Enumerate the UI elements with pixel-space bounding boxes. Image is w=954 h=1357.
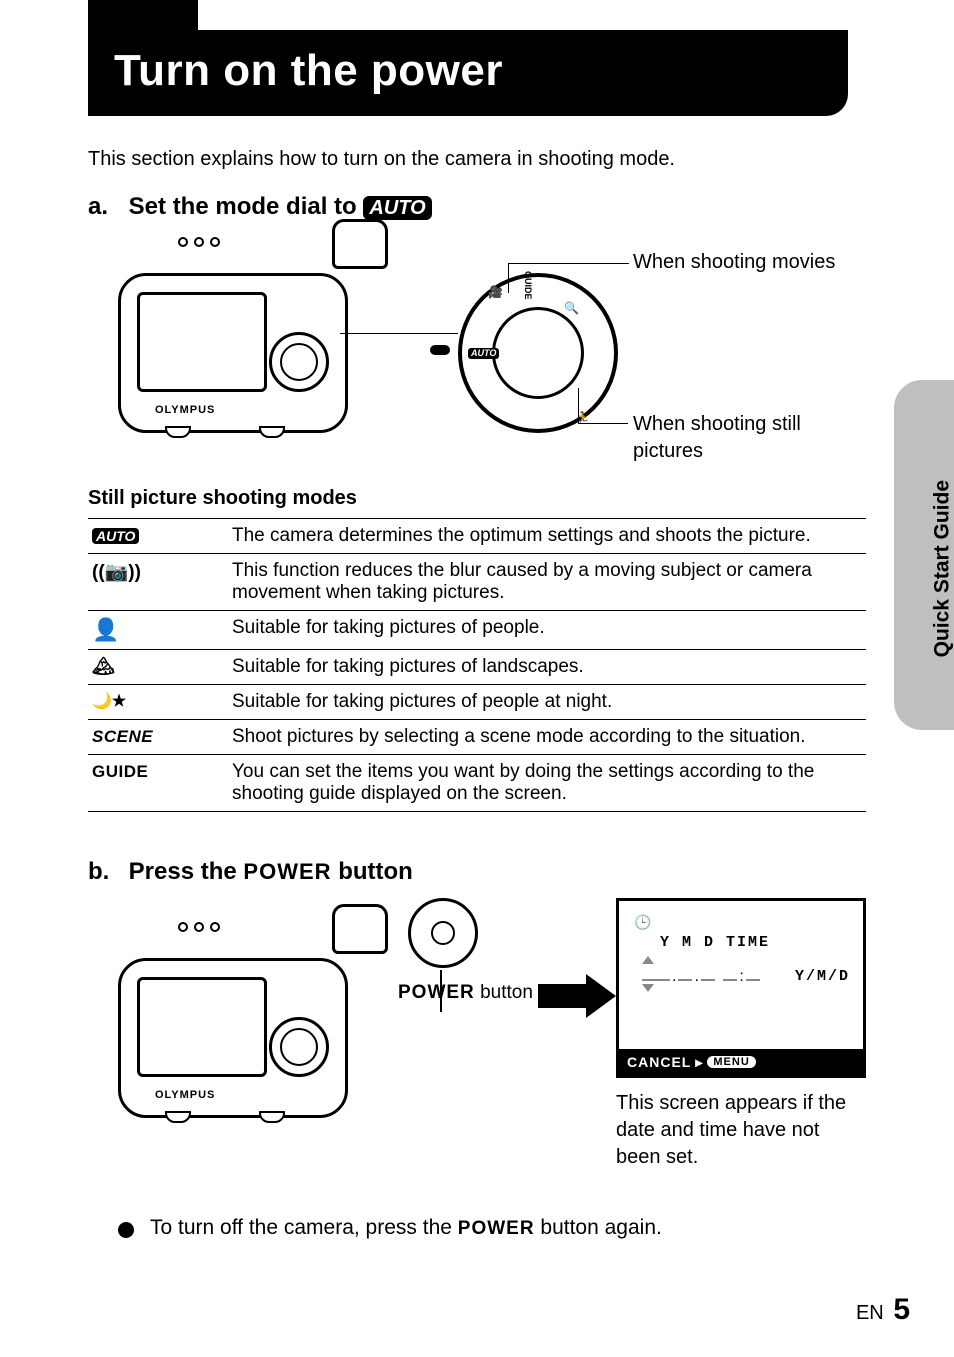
mode-desc: You can set the items you want by doing … xyxy=(228,755,866,812)
mode-icon-portrait: 👤 xyxy=(88,611,228,650)
mode-icon-stabilizer: ((📷)) xyxy=(88,554,228,611)
footer-page: 5 xyxy=(893,1293,910,1326)
clock-icon: 🕒 xyxy=(634,914,651,931)
power-button-figure: OLYMPUS POWER button 🕒 xyxy=(88,898,866,1208)
dial-guide-label: GUIDE xyxy=(523,271,533,300)
lcd-cancel-bar: CANCEL ▸ MENU xyxy=(619,1049,863,1075)
triangle-up-icon xyxy=(642,956,654,964)
lcd-caption: This screen appears if the date and time… xyxy=(616,1090,866,1171)
title-banner: Turn on the power xyxy=(0,0,954,120)
leader-line xyxy=(340,333,458,334)
mode-desc: Shoot pictures by selecting a scene mode… xyxy=(228,720,866,755)
leader-line xyxy=(508,263,628,264)
menu-arrow-icon: ▸ xyxy=(695,1054,703,1071)
mode-icon-landscape: 🏔 xyxy=(88,650,228,685)
mode-icon-guide: GUIDE xyxy=(92,762,148,781)
table-row: SCENE Shoot pictures by selecting a scene… xyxy=(88,720,866,755)
dial-scene-icon: 🔍 xyxy=(564,301,579,315)
table-row: 🏔Suitable for taking pictures of landsca… xyxy=(88,650,866,685)
step-b-pre: Press the xyxy=(129,858,237,885)
camera-brand-label: OLYMPUS xyxy=(155,1089,215,1101)
intro-text: This section explains how to turn on the… xyxy=(88,148,866,171)
step-b-heading: b. Press the POWER button xyxy=(88,858,866,886)
footer-lang: EN xyxy=(856,1302,884,1324)
note-pre: To turn off the camera, press the xyxy=(150,1216,452,1239)
mode-icon-scene: SCENE xyxy=(92,727,153,746)
callout-stills: When shooting still pictures xyxy=(633,411,863,465)
mode-dial-figure: OLYMPUS GUIDE AUTO 🎥 🔍 🏃 xyxy=(88,233,866,483)
power-button-icon xyxy=(408,898,478,968)
mode-desc: Suitable for taking pictures of landscap… xyxy=(228,650,866,685)
page-footer: EN 5 xyxy=(856,1293,910,1327)
lcd-date-placeholder: .. : xyxy=(640,968,790,986)
bullet-icon xyxy=(118,1222,134,1238)
dial-auto-icon: AUTO xyxy=(468,348,499,359)
banner-tab xyxy=(88,0,198,30)
power-button-label: POWER button xyxy=(398,982,533,1004)
power-word: POWER xyxy=(243,859,331,884)
step-a-letter: a. xyxy=(88,193,122,221)
mode-desc: This function reduces the blur caused by… xyxy=(228,554,866,611)
table-row: GUIDE You can set the items you want by d… xyxy=(88,755,866,812)
callout-movies: When shooting movies xyxy=(633,249,843,276)
mode-icon-auto: AUTO xyxy=(92,528,139,544)
camera-brand-label: OLYMPUS xyxy=(155,404,215,416)
step-a-heading: a. Set the mode dial to AUTO xyxy=(88,193,866,221)
mode-desc: Suitable for taking pictures of people. xyxy=(228,611,866,650)
mode-desc: The camera determines the optimum settin… xyxy=(228,519,866,554)
table-row: AUTO The camera determines the optimum se… xyxy=(88,519,866,554)
modes-table-header: Still picture shooting modes xyxy=(88,487,866,510)
step-b-letter: b. xyxy=(88,858,122,886)
power-word: POWER xyxy=(458,1218,535,1239)
turn-off-note: To turn off the camera, press the POWER … xyxy=(118,1216,866,1240)
side-tab-label: Quick Start Guide xyxy=(930,480,954,657)
camera-illustration: OLYMPUS xyxy=(118,928,378,1128)
dial-movie-icon: 🎥 xyxy=(488,285,503,299)
modes-table: AUTO The camera determines the optimum se… xyxy=(88,518,866,812)
leader-line xyxy=(578,423,628,424)
table-row: 👤Suitable for taking pictures of people. xyxy=(88,611,866,650)
lcd-header: Y M D TIME xyxy=(660,934,770,951)
mode-desc: Suitable for taking pictures of people a… xyxy=(228,685,866,720)
mode-icon-night: 🌙★ xyxy=(88,685,228,720)
mode-dial-illustration: GUIDE AUTO 🎥 🔍 🏃 xyxy=(458,273,618,433)
auto-badge-icon: AUTO xyxy=(363,196,431,220)
note-post: button again. xyxy=(540,1216,661,1239)
table-row: 🌙★Suitable for taking pictures of people… xyxy=(88,685,866,720)
lcd-ymd: Y/M/D xyxy=(795,968,850,985)
page-title: Turn on the power xyxy=(88,30,848,116)
camera-illustration: OLYMPUS xyxy=(118,243,378,443)
table-row: ((📷))This function reduces the blur caus… xyxy=(88,554,866,611)
lcd-menu-pill: MENU xyxy=(707,1056,755,1068)
arrow-icon xyxy=(538,974,616,1018)
step-b-post: button xyxy=(338,858,413,885)
step-a-text: Set the mode dial to xyxy=(129,193,357,220)
lcd-cancel-text: CANCEL xyxy=(627,1054,691,1070)
lcd-screen: 🕒 Y M D TIME .. : Y/M/D CANCEL ▸ MENU xyxy=(616,898,866,1078)
